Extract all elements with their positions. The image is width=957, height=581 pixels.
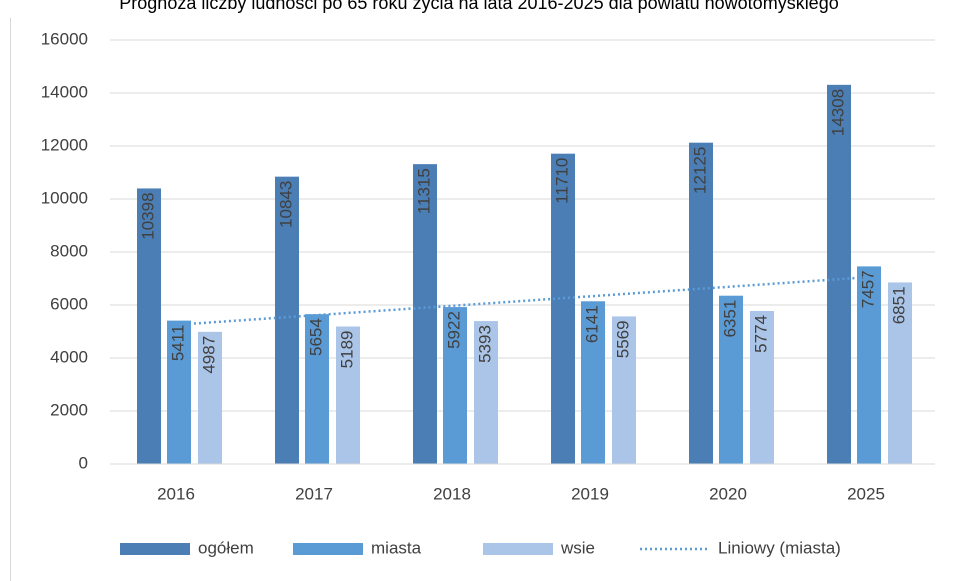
y-tick-label: 16000 xyxy=(41,29,88,48)
x-tick-label: 2018 xyxy=(433,484,471,503)
bar xyxy=(413,164,437,464)
y-tick-label: 12000 xyxy=(41,135,88,154)
bar xyxy=(612,316,636,464)
legend-label: miasta xyxy=(371,538,422,557)
data-label: 11315 xyxy=(414,168,433,214)
legend-swatch xyxy=(293,543,363,555)
bar xyxy=(857,266,881,464)
x-tick-label: 2025 xyxy=(847,484,885,503)
bar xyxy=(198,331,222,464)
x-tick-label: 2016 xyxy=(157,484,195,503)
data-label: 6141 xyxy=(582,305,601,343)
bar xyxy=(443,307,467,464)
data-label: 5411 xyxy=(168,325,187,362)
data-label: 5774 xyxy=(751,315,770,353)
y-tick-label: 0 xyxy=(79,453,88,472)
x-tick-label: 2017 xyxy=(295,484,333,503)
bar xyxy=(474,321,498,464)
bar xyxy=(750,310,774,464)
data-label: 10843 xyxy=(276,181,295,228)
data-label: 11710 xyxy=(552,158,571,204)
data-label: 5393 xyxy=(475,325,494,363)
bar xyxy=(689,142,713,464)
bar xyxy=(275,176,299,464)
y-tick-label: 8000 xyxy=(50,241,88,260)
trend-line xyxy=(178,275,870,326)
data-label: 5569 xyxy=(613,320,632,358)
bar xyxy=(137,188,161,464)
data-label: 12125 xyxy=(690,147,709,194)
bar xyxy=(888,282,912,464)
legend-label: Liniowy (miasta) xyxy=(718,538,841,557)
y-tick-label: 4000 xyxy=(50,347,88,366)
data-label: 7457 xyxy=(858,270,877,308)
x-tick-label: 2019 xyxy=(571,484,609,503)
data-label: 5922 xyxy=(444,311,463,349)
bar xyxy=(167,320,191,464)
x-tick-label: 2020 xyxy=(709,484,747,503)
legend-label: wsie xyxy=(560,538,595,557)
bar xyxy=(551,153,575,464)
legend-swatch xyxy=(483,543,553,555)
legend-label: ogółem xyxy=(198,538,254,557)
data-label: 5189 xyxy=(337,330,356,368)
legend-swatch xyxy=(120,543,190,555)
y-tick-label: 10000 xyxy=(41,188,88,207)
data-label: 4987 xyxy=(199,336,218,374)
data-label: 10398 xyxy=(138,192,157,239)
y-tick-label: 14000 xyxy=(41,82,88,101)
data-label: 6351 xyxy=(720,300,739,338)
y-tick-label: 2000 xyxy=(50,400,88,419)
data-label: 5654 xyxy=(306,318,325,356)
chart-title: Prognoza liczby ludności po 65 roku życi… xyxy=(119,0,838,13)
bar xyxy=(336,326,360,464)
bar xyxy=(305,314,329,464)
data-label: 14308 xyxy=(828,89,847,136)
bar xyxy=(581,301,605,464)
y-tick-label: 6000 xyxy=(50,294,88,313)
bar xyxy=(719,295,743,464)
data-label: 6851 xyxy=(889,286,908,324)
bar xyxy=(827,84,851,464)
